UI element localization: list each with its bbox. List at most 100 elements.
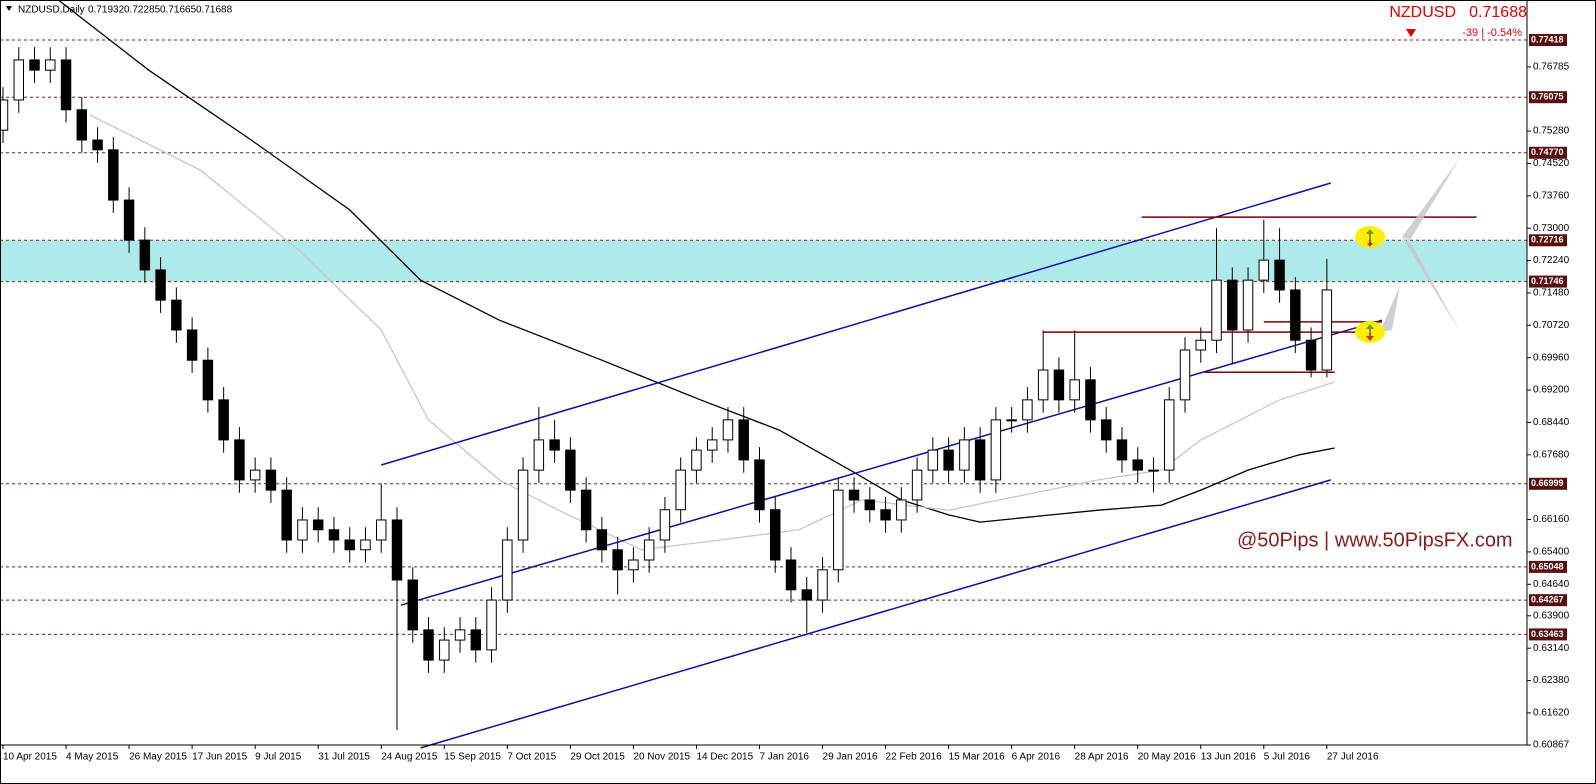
candle-body (1258, 259, 1270, 281)
x-tick-label: 24 Aug 2015 (381, 752, 438, 763)
candle-body (1006, 419, 1017, 422)
x-tick-label: 28 Apr 2016 (1075, 752, 1129, 763)
candle-body (770, 509, 781, 561)
candle-body (297, 519, 308, 541)
y-tick-label: 0.75280 (1533, 126, 1570, 137)
candle-body (722, 419, 734, 441)
down-arrow-icon (1366, 333, 1374, 341)
support-resistance-zone (0, 240, 1527, 282)
candle-body (643, 539, 655, 561)
y-tick-label: 0.63900 (1533, 610, 1570, 621)
quote-change: -39 | -0.54% (1462, 27, 1522, 39)
level-label: 0.65048 (1531, 561, 1564, 571)
x-tick-label: 13 Jun 2016 (1201, 752, 1256, 763)
header-icon (6, 6, 12, 11)
x-tick-label: 22 Feb 2016 (886, 752, 943, 763)
candle-body (1195, 339, 1206, 351)
candle-body (234, 439, 245, 481)
candle-body (13, 59, 24, 101)
candle-body (943, 449, 954, 471)
candle-body (1085, 379, 1096, 421)
y-tick-label: 0.74520 (1533, 158, 1570, 169)
candle-body (139, 239, 151, 271)
level-label: 0.77418 (1531, 34, 1564, 44)
candle-body (1321, 289, 1333, 371)
candle-body (754, 459, 765, 511)
candle-body (1100, 419, 1112, 441)
trend-line (380, 182, 1332, 466)
level-label: 0.63463 (1531, 629, 1564, 639)
candle-body (344, 539, 355, 551)
y-tick-label: 0.73760 (1533, 190, 1570, 201)
arrow-shape (1380, 332, 1488, 475)
candle-body (249, 469, 261, 481)
candle-body (706, 439, 718, 451)
watermark: @50Pips | www.50PipsFX.com (1237, 529, 1513, 551)
header-high: 0.72285 (124, 5, 161, 16)
x-tick-label: 14 Dec 2015 (696, 752, 753, 763)
candle-body (454, 629, 466, 641)
trend-line (400, 319, 1383, 606)
x-tick-label: 20 Nov 2015 (633, 752, 690, 763)
candle-body (517, 469, 529, 541)
candle-body (896, 499, 907, 521)
candle-body (202, 359, 214, 401)
x-tick-label: 17 Jun 2015 (192, 752, 247, 763)
y-tick-label: 0.60867 (1533, 740, 1570, 751)
y-tick-label: 0.71480 (1533, 288, 1570, 299)
arrow-shape (1402, 158, 1460, 240)
y-tick-label: 0.70720 (1533, 320, 1570, 331)
level-label-box (1529, 146, 1567, 159)
candle-body (155, 269, 166, 301)
candle-body (376, 519, 387, 541)
level-label: 0.71746 (1531, 276, 1564, 286)
candle-body (0, 99, 9, 131)
candle-body (911, 469, 923, 501)
quote-price: 0.71688 (1469, 4, 1527, 21)
candle-body (312, 519, 324, 531)
candle-body (675, 469, 686, 511)
y-tick-label: 0.68440 (1533, 417, 1570, 428)
level-label-box (1529, 91, 1567, 104)
candle-body (659, 509, 671, 541)
x-tick-label: 5 Jul 2016 (1264, 752, 1311, 763)
level-label: 0.66999 (1531, 478, 1564, 488)
candle-body (108, 149, 119, 201)
arrow-shape (1380, 285, 1400, 332)
candle-body (880, 509, 891, 521)
level-label-box (1529, 33, 1567, 46)
header-open: 0.71932 (88, 5, 125, 16)
candle-body (1116, 439, 1128, 461)
candle-body (580, 489, 592, 531)
x-tick-label: 27 Jul 2016 (1327, 752, 1379, 763)
level-label: 0.74770 (1531, 147, 1564, 157)
x-tick-label: 9 Jul 2015 (255, 752, 302, 763)
level-label: 0.64267 (1531, 595, 1564, 605)
candle-body (281, 489, 292, 541)
level-label-box (1529, 275, 1567, 288)
candle-body (1132, 459, 1143, 471)
candle-body (265, 469, 277, 491)
candle-body (391, 519, 403, 581)
candle-body (328, 529, 340, 541)
x-tick-label: 7 Oct 2015 (507, 752, 556, 763)
candle-body (565, 449, 576, 491)
candle-body (817, 569, 828, 601)
down-arrow-icon (1367, 240, 1373, 247)
candle-body (974, 439, 986, 481)
candle-body (533, 439, 545, 471)
y-tick-label: 0.72240 (1533, 255, 1570, 266)
down-triangle (1406, 29, 1416, 37)
candle-body (45, 59, 56, 71)
x-tick-label: 29 Jan 2016 (823, 752, 878, 763)
candle-body (1037, 369, 1049, 401)
candle-body (360, 539, 371, 551)
x-tick-label: 26 May 2015 (129, 752, 187, 763)
level-label-box (1529, 594, 1567, 607)
candle-body (1069, 379, 1080, 401)
quote-symbol: NZDUSD (1389, 4, 1456, 21)
candle-body (833, 489, 844, 571)
candle-body (1164, 399, 1175, 471)
